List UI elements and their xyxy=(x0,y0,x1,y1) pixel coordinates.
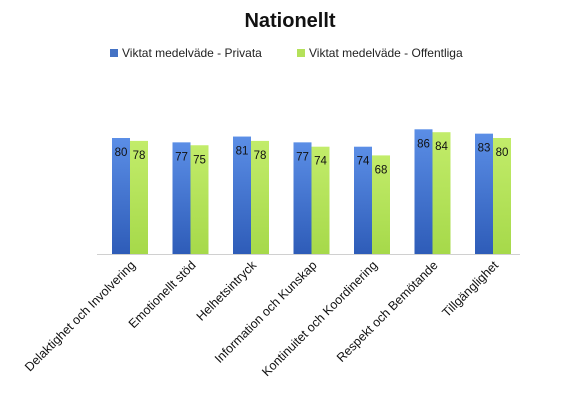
data-label-offentliga-5: 84 xyxy=(435,141,448,153)
data-label-privata-4: 74 xyxy=(357,156,370,168)
legend-label-privata: Viktat medelväde - Privata xyxy=(122,46,262,60)
bar-offentliga-3 xyxy=(311,146,330,254)
data-label-privata-0: 80 xyxy=(115,147,128,159)
bar-offentliga-2 xyxy=(251,140,269,254)
plot-area: 80 78 77 75 81 78 77 74 74 68 86 84 83 80 xyxy=(112,129,511,254)
bar-offentliga-6 xyxy=(493,138,511,254)
category-label-4: Kontinuitet och Koordinering xyxy=(259,258,380,379)
bar-privata-2 xyxy=(233,136,251,254)
bar-privata-5 xyxy=(414,129,433,254)
bar-privata-4 xyxy=(354,146,372,254)
data-label-privata-2: 81 xyxy=(236,146,249,158)
data-label-offentliga-4: 68 xyxy=(375,164,388,176)
bar-offentliga-4 xyxy=(372,155,390,254)
bar-privata-3 xyxy=(293,142,312,254)
legend-swatch-privata xyxy=(110,49,118,57)
category-label-0: Delaktighet och Involvering xyxy=(22,258,138,374)
bar-privata-1 xyxy=(172,142,191,254)
chart-title: Nationellt xyxy=(244,10,335,32)
category-label-5: Respekt och Bemötande xyxy=(334,258,441,365)
bar-offentliga-1 xyxy=(190,145,209,254)
category-label-6: Tillgänglighet xyxy=(439,258,501,320)
bar-offentliga-5 xyxy=(432,132,451,254)
data-label-privata-3: 77 xyxy=(296,151,309,163)
data-label-offentliga-2: 78 xyxy=(254,150,267,162)
data-label-privata-5: 86 xyxy=(417,138,430,150)
bar-privata-0 xyxy=(112,138,130,254)
legend: Viktat medelväde - Privata Viktat medelv… xyxy=(110,46,463,60)
data-label-privata-6: 83 xyxy=(478,143,491,155)
category-label-2: Helhetsintryck xyxy=(194,258,260,324)
legend-swatch-offentliga xyxy=(297,49,305,57)
data-label-privata-1: 77 xyxy=(175,151,188,163)
bar-offentliga-0 xyxy=(130,140,148,254)
data-label-offentliga-3: 74 xyxy=(314,156,327,168)
data-label-offentliga-6: 80 xyxy=(496,147,509,159)
legend-label-offentliga: Viktat medelväde - Offentliga xyxy=(309,46,463,60)
data-label-offentliga-1: 75 xyxy=(193,154,206,166)
category-label-3: Information och Kunskap xyxy=(212,258,320,366)
data-label-offentliga-0: 78 xyxy=(133,150,146,162)
bar-privata-6 xyxy=(475,133,493,254)
